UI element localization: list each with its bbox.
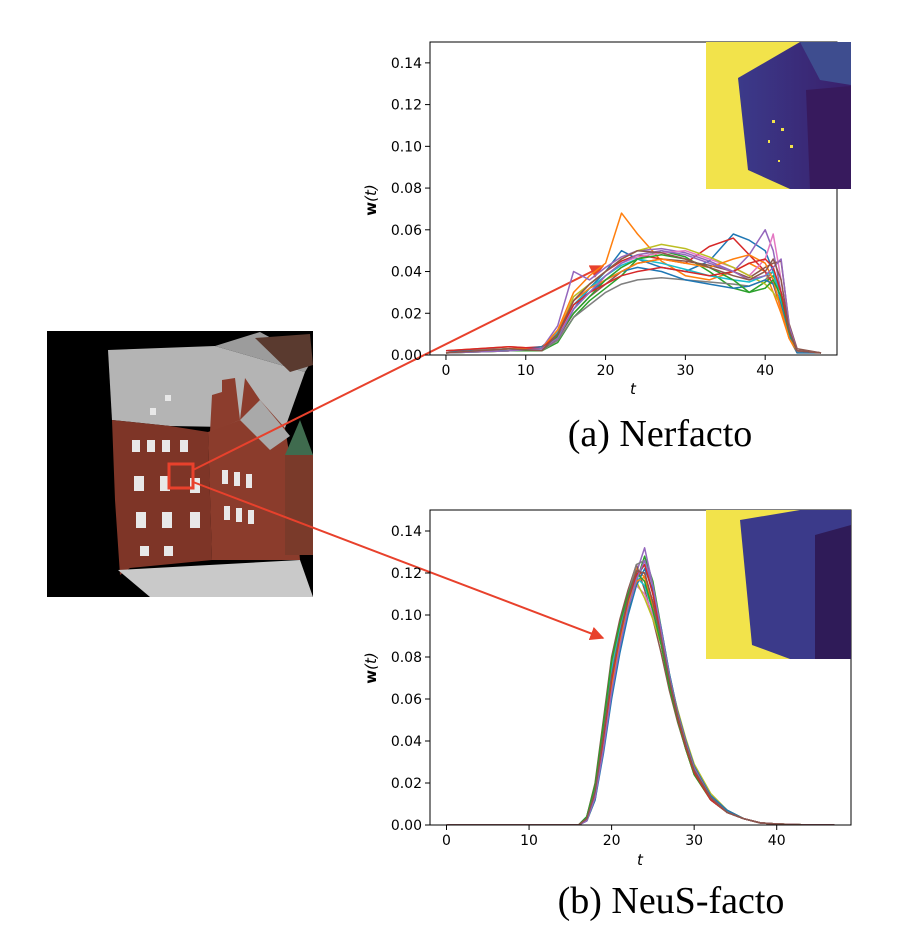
y-tick-label-neusfacto: 0.10 bbox=[391, 608, 422, 624]
series-line-nerfacto-5 bbox=[446, 229, 822, 354]
y-tick-label-neusfacto: 0.12 bbox=[391, 566, 422, 582]
y-tick-label-nerfacto: 0.14 bbox=[391, 56, 422, 72]
selection-box bbox=[167, 462, 195, 490]
y-tick-label-nerfacto: 0.08 bbox=[391, 181, 422, 197]
y-tick-label-nerfacto: 0.00 bbox=[391, 348, 422, 364]
xlabel-neusfacto: t bbox=[637, 851, 644, 869]
x-tick-label-nerfacto: 0 bbox=[441, 363, 450, 379]
depth-inset-nerfacto bbox=[706, 42, 851, 189]
x-tick-label-nerfacto: 10 bbox=[517, 363, 535, 379]
x-tick-label-nerfacto: 40 bbox=[756, 363, 774, 379]
y-tick-label-nerfacto: 0.12 bbox=[391, 98, 422, 114]
series-line-nerfacto-13 bbox=[445, 254, 822, 354]
arrow-to-nerfacto bbox=[192, 265, 605, 471]
y-tick-label-nerfacto: 0.10 bbox=[391, 139, 422, 155]
x-tick-label-nerfacto: 20 bbox=[597, 363, 615, 379]
building-photo bbox=[47, 331, 313, 597]
caption-neusfacto: (b) NeuS-facto bbox=[558, 880, 785, 922]
series-line-nerfacto-7 bbox=[445, 233, 822, 354]
x-tick-label-neusfacto: 10 bbox=[520, 833, 538, 849]
plot-nerfacto: 0 10 20 30 40 0.00 0.02 0.04 0.06 0.08 0.10 0.12 0.1… bbox=[362, 41, 851, 455]
y-tick-label-nerfacto: 0.02 bbox=[391, 306, 422, 322]
y-tick-label-neusfacto: 0.08 bbox=[391, 650, 422, 666]
caption-nerfacto: (a) Nerfacto bbox=[568, 413, 753, 455]
x-tick-label-neusfacto: 20 bbox=[603, 833, 621, 849]
y-tick-label-neusfacto: 0.06 bbox=[391, 692, 422, 708]
y-tick-label-nerfacto: 0.06 bbox=[391, 223, 422, 239]
series-line-nerfacto-12 bbox=[445, 254, 822, 354]
series-line-nerfacto-15 bbox=[445, 249, 822, 354]
series-line-nerfacto-14 bbox=[445, 258, 822, 354]
x-tick-label-neusfacto: 0 bbox=[442, 833, 451, 849]
ylabel-neusfacto: w(t) bbox=[362, 652, 380, 683]
plot-neusfacto-frame bbox=[429, 509, 852, 826]
plot-neusfacto: 0 10 20 30 40 0.00 0.02 0.04 0.06 0.08 0.10 0.12 0.1… bbox=[362, 509, 852, 922]
y-tick-label-neusfacto: 0.00 bbox=[391, 818, 422, 834]
series-line-nerfacto-4 bbox=[445, 237, 822, 354]
x-tick-label-neusfacto: 30 bbox=[685, 833, 703, 849]
series-line-neusfacto-16 bbox=[446, 570, 835, 825]
x-tick-label-nerfacto: 30 bbox=[676, 363, 694, 379]
arrow-to-neusfacto bbox=[192, 481, 605, 641]
y-tick-label-neusfacto: 0.02 bbox=[391, 776, 422, 792]
ylabel-nerfacto: w(t) bbox=[362, 184, 380, 215]
y-tick-label-nerfacto: 0.04 bbox=[391, 265, 422, 281]
xlabel-nerfacto: t bbox=[630, 380, 637, 398]
y-tick-label-neusfacto: 0.14 bbox=[391, 524, 422, 540]
plot-nerfacto-frame bbox=[429, 41, 838, 356]
x-tick-label-neusfacto: 40 bbox=[768, 833, 786, 849]
y-tick-label-neusfacto: 0.04 bbox=[391, 734, 422, 750]
series-line-nerfacto-16 bbox=[445, 249, 822, 354]
depth-inset-neusfacto bbox=[706, 510, 851, 659]
